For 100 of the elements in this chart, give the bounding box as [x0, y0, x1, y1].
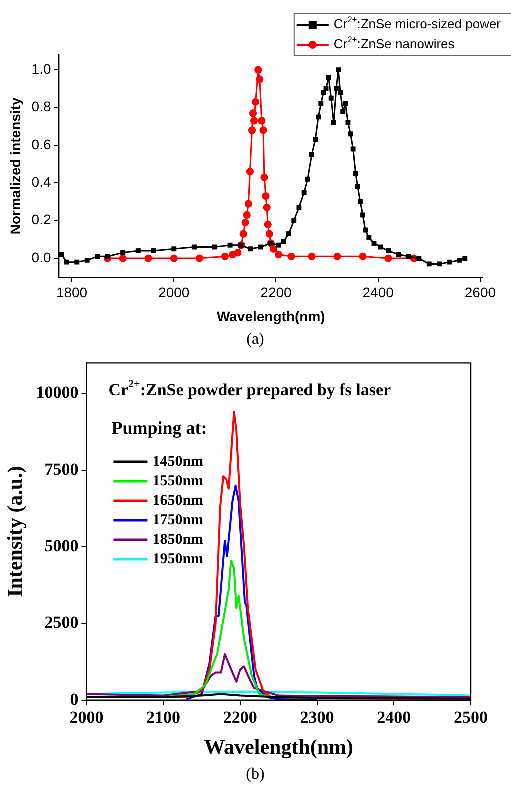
point	[355, 184, 360, 190]
x-tick-label: 2000	[70, 708, 104, 727]
point	[426, 262, 432, 267]
x-tick-label: 2200	[260, 284, 292, 301]
point	[363, 228, 368, 233]
point	[274, 250, 283, 259]
point	[192, 244, 198, 250]
legend-title: Pumping at:	[112, 418, 208, 438]
point	[260, 174, 268, 182]
point	[313, 137, 318, 142]
point	[242, 218, 250, 227]
point	[346, 120, 351, 126]
x-tick-label: 2500	[454, 708, 488, 727]
text: (b)	[245, 765, 266, 785]
y-tick-label: 10000	[36, 383, 79, 402]
point	[240, 230, 248, 238]
point	[266, 230, 274, 238]
x-tick-label: 2100	[146, 708, 181, 727]
point	[212, 244, 218, 250]
point	[262, 192, 270, 200]
point	[316, 114, 322, 120]
point	[221, 252, 229, 260]
point	[378, 244, 384, 250]
point	[310, 152, 314, 158]
point	[281, 239, 286, 244]
point	[343, 102, 348, 106]
point	[384, 254, 392, 262]
point	[324, 86, 329, 92]
point	[95, 254, 100, 260]
point	[59, 252, 64, 258]
point	[359, 252, 367, 260]
y-tick-label: 5000	[44, 536, 79, 556]
point	[437, 262, 442, 267]
x-tick-label: 1800	[56, 284, 88, 301]
point	[372, 241, 377, 246]
y-tick-label: 0.8	[32, 98, 52, 115]
point	[366, 235, 372, 240]
x-tick-label: 2400	[362, 284, 394, 301]
legend-label: 1550nm	[152, 473, 204, 490]
point	[270, 245, 278, 253]
legend-label: 1750nm	[152, 512, 204, 528]
point	[331, 120, 336, 126]
x-tick-label: 2300	[300, 708, 334, 727]
point	[276, 242, 282, 248]
y-tick-label: 7500	[44, 460, 79, 479]
point	[360, 212, 366, 218]
y-tick-label: 0	[70, 690, 79, 709]
y-tick-label: 2500	[44, 613, 79, 632]
point	[170, 254, 178, 262]
point	[340, 109, 346, 114]
x-tick-label: 2400	[377, 708, 412, 727]
x-tick-label: 2200	[223, 708, 258, 727]
point	[358, 200, 363, 204]
y-tick-label: 1.0	[32, 60, 52, 77]
y-tick-label: 0.0	[32, 249, 52, 266]
legend-label: 1650nm	[152, 492, 204, 509]
point	[151, 248, 156, 254]
point	[296, 205, 302, 210]
point	[447, 260, 452, 265]
point	[248, 246, 254, 252]
point	[334, 86, 339, 92]
point	[386, 248, 392, 254]
legend-label: 1450nm	[152, 454, 204, 470]
point	[308, 252, 316, 260]
point	[258, 117, 266, 125]
point	[458, 258, 462, 263]
point	[120, 250, 126, 256]
point	[119, 254, 127, 262]
point	[326, 75, 332, 80]
point	[288, 252, 296, 260]
point	[84, 258, 90, 263]
point	[263, 204, 271, 212]
point	[243, 211, 251, 220]
point	[336, 68, 341, 73]
point	[250, 117, 258, 125]
point	[144, 254, 152, 262]
y-axis-title: Intensity (a.u.)	[3, 466, 28, 598]
point	[64, 260, 70, 265]
point	[246, 168, 254, 176]
point	[256, 76, 264, 84]
point	[396, 252, 402, 258]
point	[264, 220, 272, 228]
legend-label: 1850nm	[152, 532, 204, 548]
y-tick-label: 0.6	[32, 136, 52, 152]
point	[249, 110, 258, 118]
point	[260, 126, 268, 134]
y-tick-label: 0.2	[32, 212, 52, 228]
point	[228, 242, 233, 248]
point	[105, 254, 110, 260]
point	[318, 102, 324, 106]
point	[416, 256, 422, 262]
point	[334, 252, 342, 260]
point	[172, 246, 177, 252]
point	[353, 171, 358, 176]
x-axis-title: Wavelength(nm)	[216, 308, 326, 324]
point	[234, 249, 242, 257]
point	[462, 256, 468, 262]
point	[350, 146, 356, 152]
x-tick-label: 2000	[158, 284, 190, 301]
x-axis-title: Wavelength(nm)	[204, 734, 354, 759]
